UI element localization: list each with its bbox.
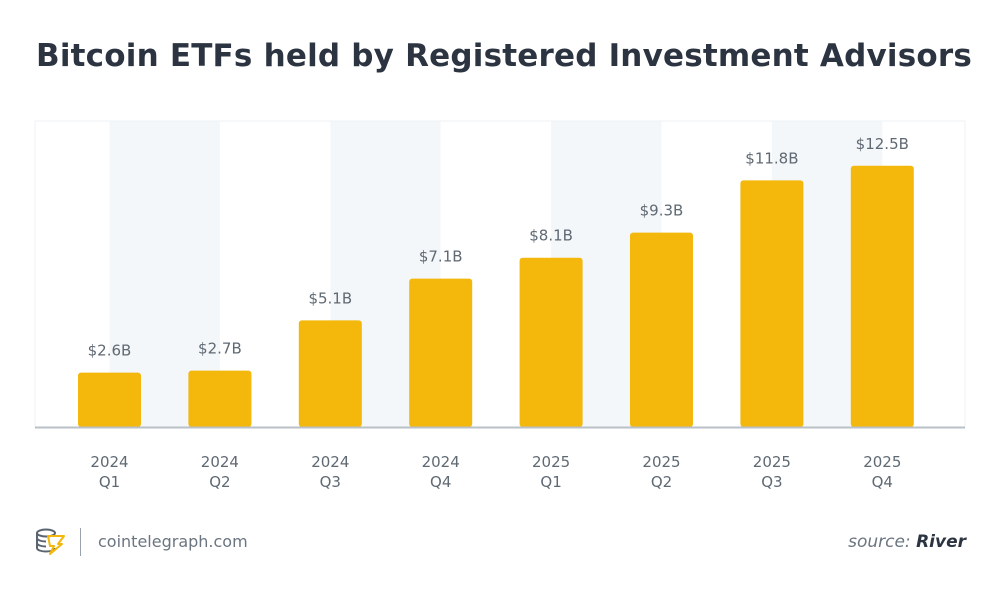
x-tick-label: 2024 bbox=[422, 453, 460, 471]
cointelegraph-logo-icon bbox=[34, 527, 68, 559]
source-prefix: source: bbox=[848, 532, 911, 552]
bar-0 bbox=[78, 372, 141, 427]
data-label: $2.7B bbox=[198, 340, 242, 358]
footer-divider bbox=[80, 528, 81, 556]
data-label: $5.1B bbox=[308, 289, 352, 307]
x-tick-label: Q3 bbox=[320, 473, 341, 491]
bar-1 bbox=[188, 370, 252, 427]
bar-4 bbox=[519, 257, 583, 427]
x-tick-label: 2025 bbox=[753, 453, 791, 471]
data-label: $11.8B bbox=[745, 149, 798, 167]
data-label: $12.5B bbox=[856, 135, 909, 153]
x-tick-label: Q1 bbox=[99, 473, 120, 491]
data-label: $7.1B bbox=[419, 248, 463, 266]
bar-5 bbox=[630, 232, 693, 427]
data-label: $2.6B bbox=[88, 342, 132, 360]
x-tick-label: Q2 bbox=[651, 473, 672, 491]
x-tick-label: Q4 bbox=[872, 473, 893, 491]
x-tick-label: 2025 bbox=[863, 453, 901, 471]
x-tick-label: Q1 bbox=[540, 473, 561, 491]
x-tick-label: Q3 bbox=[761, 473, 782, 491]
site-link[interactable]: cointelegraph.com bbox=[98, 532, 248, 551]
chart-title: Bitcoin ETFs held by Registered Investme… bbox=[36, 38, 972, 74]
bar-3 bbox=[409, 278, 473, 427]
x-tick-label: 2025 bbox=[642, 453, 680, 471]
bar-2 bbox=[298, 320, 362, 427]
data-label: $9.3B bbox=[640, 202, 684, 220]
x-tick-label: 2024 bbox=[201, 453, 239, 471]
x-tick-label: 2024 bbox=[90, 453, 128, 471]
x-tick-label: Q2 bbox=[209, 473, 230, 491]
x-tick-label: 2025 bbox=[532, 453, 570, 471]
source-credit: source: River bbox=[848, 532, 966, 552]
x-tick-label: 2024 bbox=[311, 453, 349, 471]
bar-7 bbox=[850, 165, 914, 427]
x-tick-label: Q4 bbox=[430, 473, 451, 491]
bar-6 bbox=[740, 180, 804, 427]
source-name: River bbox=[916, 532, 966, 552]
data-label: $8.1B bbox=[529, 227, 573, 245]
